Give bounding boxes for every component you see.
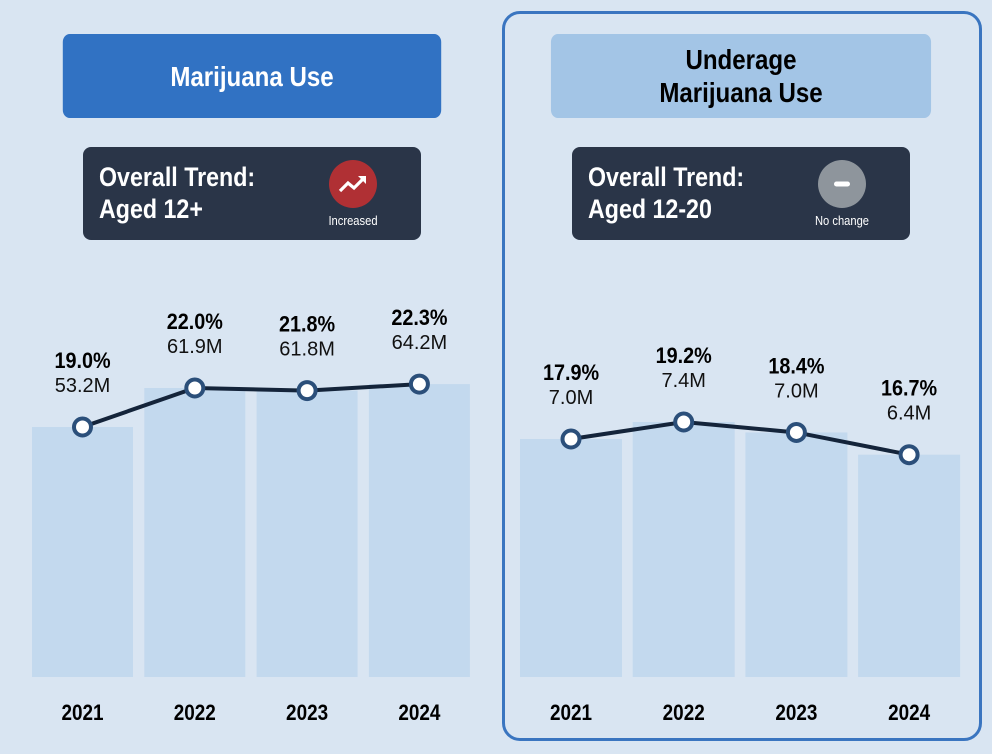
trend-text: Overall Trend: Aged 12-20 [588,161,744,225]
minus-icon [818,160,866,208]
trend-heading: Overall Trend: [588,162,745,192]
percent-label-2023: 18.4% [768,355,824,379]
underage-marijuana-use-title: Underage Marijuana Use [550,34,932,118]
data-point-2021 [560,428,582,450]
trend-text: Overall Trend: Aged 12+ [99,161,255,225]
bar-2024 [368,384,470,677]
trending-up-icon [329,160,377,208]
x-tick-label-2023: 2023 [286,701,328,726]
bar-2022 [632,422,735,677]
data-point-2023 [296,380,318,402]
count-label-2022: 61.9M [167,336,223,358]
percent-label-2024: 16.7% [881,377,937,401]
bar-2021 [32,427,133,677]
overall-trend-box-aged-12-20: Overall Trend: Aged 12-20 No change [572,147,910,240]
data-point-2024 [898,444,920,466]
count-label-2023: 7.0M [774,380,818,402]
x-tick-label-2021: 2021 [550,701,592,726]
bar-2021 [520,439,622,677]
trend-status-label: No change [814,213,870,228]
percent-label-2022: 22.0% [167,310,223,334]
count-label-2021: 7.0M [549,387,593,409]
data-point-2022 [184,377,206,399]
bar-2024 [858,454,961,677]
count-label-2021: 53.2M [55,375,111,397]
trend-line [81,382,420,429]
trend-status-label: Increased [328,213,378,228]
overall-trend-box-aged-12-plus: Overall Trend: Aged 12+ Increased [83,147,421,240]
underage-title-line2: Marijuana Use [659,77,823,108]
bar-2023 [745,432,848,677]
x-tick-label-2021: 2021 [61,701,103,726]
percent-label-2024: 22.3% [391,306,447,330]
x-tick-label-2024: 2024 [888,701,931,726]
count-label-2023: 61.8M [279,339,335,361]
data-point-2024 [408,373,430,395]
x-tick-label-2023: 2023 [775,701,817,726]
data-point-2023 [785,421,807,443]
trend-group: Aged 12+ [99,194,203,224]
percent-label-2021: 17.9% [543,361,599,385]
underage-panel-frame [502,11,982,741]
data-point-2022 [673,411,695,433]
marijuana-use-title: Marijuana Use [62,34,442,118]
trend-group: Aged 12-20 [588,194,712,224]
trend-heading: Overall Trend: [99,162,256,192]
percent-label-2021: 19.0% [54,349,110,373]
count-label-2024: 64.2M [392,332,448,354]
percent-label-2022: 19.2% [656,344,712,368]
bar-2022 [144,388,246,677]
trend-line [570,419,910,457]
percent-label-2023: 21.8% [279,313,335,337]
x-tick-label-2022: 2022 [663,701,705,726]
x-tick-label-2022: 2022 [174,701,216,726]
count-label-2024: 6.4M [887,403,931,425]
marijuana-use-title-text: Marijuana Use [170,60,334,92]
bar-2023 [256,390,358,677]
x-tick-label-2024: 2024 [398,701,441,726]
data-point-2021 [72,416,93,438]
underage-title-line1: Underage [685,44,797,75]
count-label-2022: 7.4M [661,370,705,392]
